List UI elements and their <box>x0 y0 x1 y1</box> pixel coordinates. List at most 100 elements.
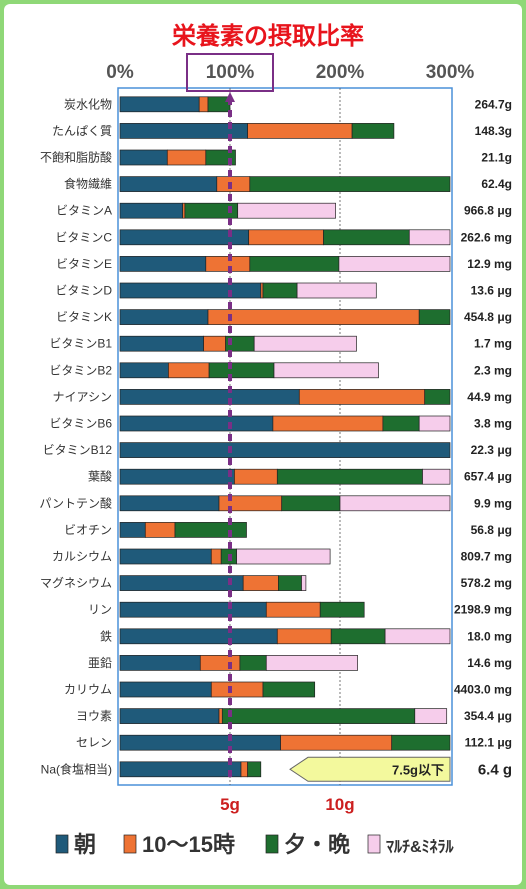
bar-segment <box>166 149 207 166</box>
amount-label: 578.2 mg <box>461 576 512 590</box>
salt-bar-segment <box>240 761 248 778</box>
bar-segment <box>296 282 377 299</box>
x-tick-label: 200% <box>316 62 365 83</box>
amount-label: 4403.0 mg <box>454 683 512 697</box>
bar-segment <box>234 468 278 485</box>
bar-segment <box>119 335 204 352</box>
category-label: ビタミンC <box>55 230 112 244</box>
bar-segment <box>119 575 244 591</box>
amount-label: 9.9 mg <box>474 496 512 510</box>
amount-label: 21.1g <box>481 151 512 165</box>
bar-segment <box>203 335 226 352</box>
legend-swatch <box>265 834 279 854</box>
bar-segment <box>119 96 200 113</box>
bar-segment <box>119 415 274 432</box>
bar-segment <box>242 575 279 591</box>
bar-segment <box>208 362 275 379</box>
bar-segment <box>119 282 262 299</box>
bar-segment <box>247 123 353 139</box>
bar-segment <box>280 734 393 751</box>
bar-segment <box>330 628 386 645</box>
chart-title: 栄養素の摂取比率 <box>171 22 364 50</box>
category-label: たんぱく質 <box>52 123 112 138</box>
bar-segment <box>119 655 201 671</box>
bar-segment <box>339 495 451 512</box>
bar-segment <box>278 575 302 591</box>
reference-arrow-head <box>225 92 235 102</box>
bar-segment <box>119 468 235 485</box>
category-label: ナイアシン <box>52 390 112 404</box>
amount-label: 809.7 mg <box>461 550 512 564</box>
category-label: ビタミンA <box>56 204 112 218</box>
amount-label: 12.9 mg <box>467 257 512 271</box>
bar-segment <box>144 522 176 538</box>
salt-tick-label: 5g <box>220 795 240 814</box>
bar-segment <box>119 256 207 272</box>
bar-segment <box>236 548 331 565</box>
bar-segment <box>351 123 395 139</box>
legend-swatch <box>55 834 69 854</box>
bar-segment <box>273 362 379 379</box>
bar-segment <box>119 548 212 565</box>
amount-label: 354.4 μg <box>464 709 512 723</box>
bar-segment <box>272 415 384 432</box>
bar-segment <box>319 601 365 618</box>
amount-label: 966.8 μg <box>464 204 512 218</box>
amount-label: 2198.9 mg <box>454 603 512 617</box>
amount-label: 2.3 mg <box>474 363 512 377</box>
bar-segment <box>237 202 336 219</box>
category-label: 葉酸 <box>88 469 112 484</box>
salt-bar-segment <box>247 761 262 778</box>
bar-segment <box>408 229 451 246</box>
bar-segment <box>418 415 451 432</box>
category-label: 亜鉛 <box>88 656 112 670</box>
bar-segment <box>391 734 451 751</box>
amount-label: 112.1 μg <box>465 736 512 750</box>
bar-segment <box>323 229 410 246</box>
bar-segment <box>119 601 267 618</box>
bar-segment <box>205 256 251 272</box>
bar-segment <box>210 548 222 565</box>
bar-segment <box>248 229 324 246</box>
category-label: ビタミンB1 <box>49 337 112 351</box>
amount-label: 148.3g <box>475 124 512 138</box>
bar-segment <box>119 708 220 724</box>
bar-segment <box>119 176 218 192</box>
bar-segment <box>119 522 146 538</box>
bar-segment <box>422 468 451 485</box>
category-label: 不飽和脂肪酸 <box>40 150 112 165</box>
bar-segment <box>281 495 341 512</box>
bar-segment <box>418 309 451 325</box>
category-label: セレン <box>76 736 112 750</box>
amount-label: 44.9 mg <box>467 390 512 404</box>
bar-segment <box>199 655 241 671</box>
legend-swatch <box>123 834 137 854</box>
category-label: リン <box>88 603 112 617</box>
bar-segment <box>414 708 448 724</box>
category-label: パントテン酸 <box>39 495 112 510</box>
bar-segment <box>168 362 210 379</box>
salt-bar-segment <box>119 761 242 778</box>
category-label: ビタミンB6 <box>49 417 112 431</box>
category-label: 炭水化物 <box>64 97 112 111</box>
salt-label: Na(食塩相当) <box>41 761 112 776</box>
bar-segment <box>262 681 316 698</box>
bar-segment <box>265 601 321 618</box>
bar-segment <box>424 389 451 405</box>
legend-label: 夕・晩 <box>284 832 350 857</box>
category-label: マグネシウム <box>40 576 112 590</box>
amount-label: 1.7 mg <box>474 337 512 351</box>
amount-label: 18.0 mg <box>467 629 512 643</box>
legend-label: ﾏﾙﾁ&ﾐﾈﾗﾙ <box>386 838 455 856</box>
category-label: ビタミンB12 <box>43 443 113 457</box>
amount-label: 262.6 mg <box>461 230 512 244</box>
amount-label: 454.8 μg <box>464 310 512 324</box>
category-label: ヨウ素 <box>76 709 112 723</box>
x-tick-label: 300% <box>426 62 475 83</box>
salt-amount: 6.4 g <box>478 761 512 778</box>
amount-label: 3.8 mg <box>474 417 512 431</box>
x-tick-label: 0% <box>106 62 134 83</box>
highlight-box-100 <box>186 53 274 92</box>
bar-segment <box>253 335 357 352</box>
